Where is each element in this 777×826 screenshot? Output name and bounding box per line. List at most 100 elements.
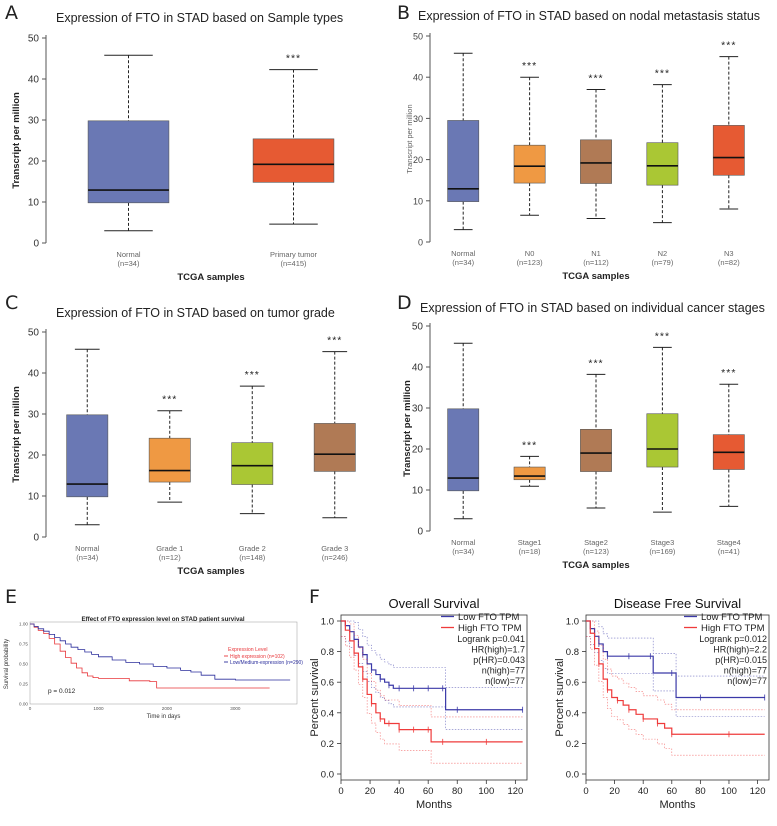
- significance-grade-2: ***: [245, 369, 260, 381]
- category-n-normal: (n=34): [452, 258, 474, 267]
- confidence-lower-0: [341, 636, 523, 730]
- plot-frame: [585, 614, 770, 781]
- y-tick-label-4: 0.8: [321, 647, 334, 658]
- y-axis-label: Transcript per million: [11, 92, 22, 189]
- y-tick-label-40: 40: [28, 369, 40, 380]
- y-tick-label-2: 0.4: [566, 708, 579, 719]
- box-stage2: [580, 429, 612, 472]
- box-grade-2: [231, 442, 274, 485]
- confidence-lower-1: [341, 636, 523, 764]
- y-axis-label: Transcript per million: [405, 104, 414, 173]
- category-label-normal: Normal: [116, 250, 141, 259]
- legend-label-0: High expression (n=102): [230, 654, 285, 660]
- significance-primary-tumor: ***: [286, 53, 301, 65]
- category-label-stage1: Stage1: [518, 538, 542, 547]
- boxplot-undefined: Expression of FTO in STAD based on indiv…: [402, 301, 765, 571]
- stat-0: Logrank p=0.041: [457, 634, 525, 644]
- y-tick-label-5: 1.0: [566, 617, 579, 628]
- x-tick-label-1: 20: [609, 786, 620, 797]
- panel-label-f: F: [309, 586, 320, 608]
- panel-label-e: E: [5, 586, 17, 608]
- stat-2: p(HR)=0.015: [715, 655, 767, 665]
- category-label-n1: N1: [591, 249, 601, 258]
- y-tick-label-40: 40: [413, 73, 423, 83]
- x-axis-label: TCGA samples: [177, 272, 244, 283]
- plot-frame: [340, 614, 528, 781]
- box-n2: [646, 142, 679, 186]
- y-tick-label-2: 0.50: [19, 662, 28, 667]
- category-n-n3: (n=82): [718, 258, 740, 267]
- category-label-normal: Normal: [75, 544, 100, 553]
- y-tick-label-40: 40: [412, 363, 424, 374]
- box-n1: [580, 139, 612, 184]
- y-tick-label-1: 0.2: [321, 739, 334, 750]
- significance-stage4: ***: [721, 367, 736, 379]
- confidence-lower-1: [586, 636, 765, 756]
- confidence-upper-0: [341, 620, 523, 688]
- x-axis-label: TCGA samples: [177, 566, 244, 577]
- significance-n0: ***: [522, 60, 537, 72]
- category-n-normal: (n=34): [76, 553, 98, 562]
- stat-3: n(high)=77: [482, 666, 525, 676]
- x-axis-label: Time in days: [147, 714, 181, 720]
- significance-n1: ***: [588, 73, 603, 85]
- stat-4: n(low)=77: [727, 676, 767, 686]
- x-axis-label: Months: [416, 799, 453, 811]
- confidence-upper-1: [341, 620, 523, 718]
- y-axis-label: Transcript per million: [11, 386, 22, 483]
- significance-stage3: ***: [655, 330, 670, 342]
- y-axis-label: Percent survival: [554, 658, 566, 736]
- confidence-upper-1: [586, 620, 765, 711]
- category-label-n3: N3: [724, 249, 734, 258]
- y-tick-label-10: 10: [413, 196, 423, 206]
- stat-3: n(high)=77: [724, 666, 767, 676]
- legend-label-0: Low FTO TPM: [701, 612, 762, 623]
- chart-title: Expression of FTO in STAD based on nodal…: [418, 9, 760, 23]
- category-label-normal: Normal: [451, 538, 476, 547]
- plot-frame: [29, 621, 298, 705]
- significance-n3: ***: [721, 40, 736, 52]
- significance-stage1: ***: [522, 439, 537, 451]
- y-axis-label: Transcript per million: [402, 380, 413, 477]
- y-tick-label-3: 0.6: [321, 678, 334, 689]
- category-n-n0: (n=123): [517, 258, 544, 267]
- box-normal: [87, 120, 170, 204]
- box-n0: [513, 144, 546, 184]
- boxplot-undefined: Expression of FTO in STAD based on nodal…: [405, 9, 760, 282]
- stat-0: Logrank p=0.012: [699, 634, 767, 644]
- category-label-n2: N2: [658, 249, 668, 258]
- box-normal: [447, 408, 480, 492]
- y-tick-label-50: 50: [413, 32, 423, 42]
- chart-title: Expression of FTO in STAD based on indiv…: [420, 301, 765, 315]
- significance-grade-1: ***: [162, 394, 177, 406]
- x-tick-label-2: 40: [638, 786, 649, 797]
- y-tick-label-4: 0.8: [566, 647, 579, 658]
- y-tick-label-4: 1.00: [19, 622, 28, 627]
- box-primary-tumor: [252, 138, 335, 183]
- category-label-stage4: Stage4: [717, 538, 741, 547]
- category-n-n2: (n=79): [651, 258, 673, 267]
- y-tick-label-0: 0.0: [321, 770, 334, 781]
- x-axis-label: Months: [659, 799, 696, 811]
- y-tick-label-40: 40: [28, 75, 40, 86]
- category-label-stage2: Stage2: [584, 538, 608, 547]
- category-label-grade-2: Grade 2: [239, 544, 266, 553]
- x-tick-label-4: 80: [695, 786, 706, 797]
- boxplot-undefined: Expression of FTO in STAD based on tumor…: [11, 306, 356, 577]
- km-plot-f1: Overall Survival 0.0 0.2 0.4 0.6 0.8 1.0 0 20 40 6…: [309, 596, 528, 811]
- y-tick-label-3: 0.6: [566, 678, 579, 689]
- category-label-stage3: Stage3: [651, 538, 675, 547]
- survival-curve-0: [30, 623, 270, 689]
- legend-title: Expression Level: [228, 647, 268, 653]
- y-tick-label-30: 30: [28, 410, 40, 421]
- survival-curve-1: [341, 620, 523, 743]
- box-grade-3: [313, 423, 356, 472]
- y-tick-label-10: 10: [28, 198, 40, 209]
- x-tick-label-0: 0: [29, 706, 32, 711]
- box-normal: [66, 414, 109, 498]
- y-tick-label-10: 10: [28, 492, 40, 503]
- category-label-grade-3: Grade 3: [321, 544, 348, 553]
- y-tick-label-50: 50: [28, 34, 40, 45]
- category-n-primary-tumor: (n=415): [280, 259, 307, 268]
- y-tick-label-0: 0: [33, 239, 39, 250]
